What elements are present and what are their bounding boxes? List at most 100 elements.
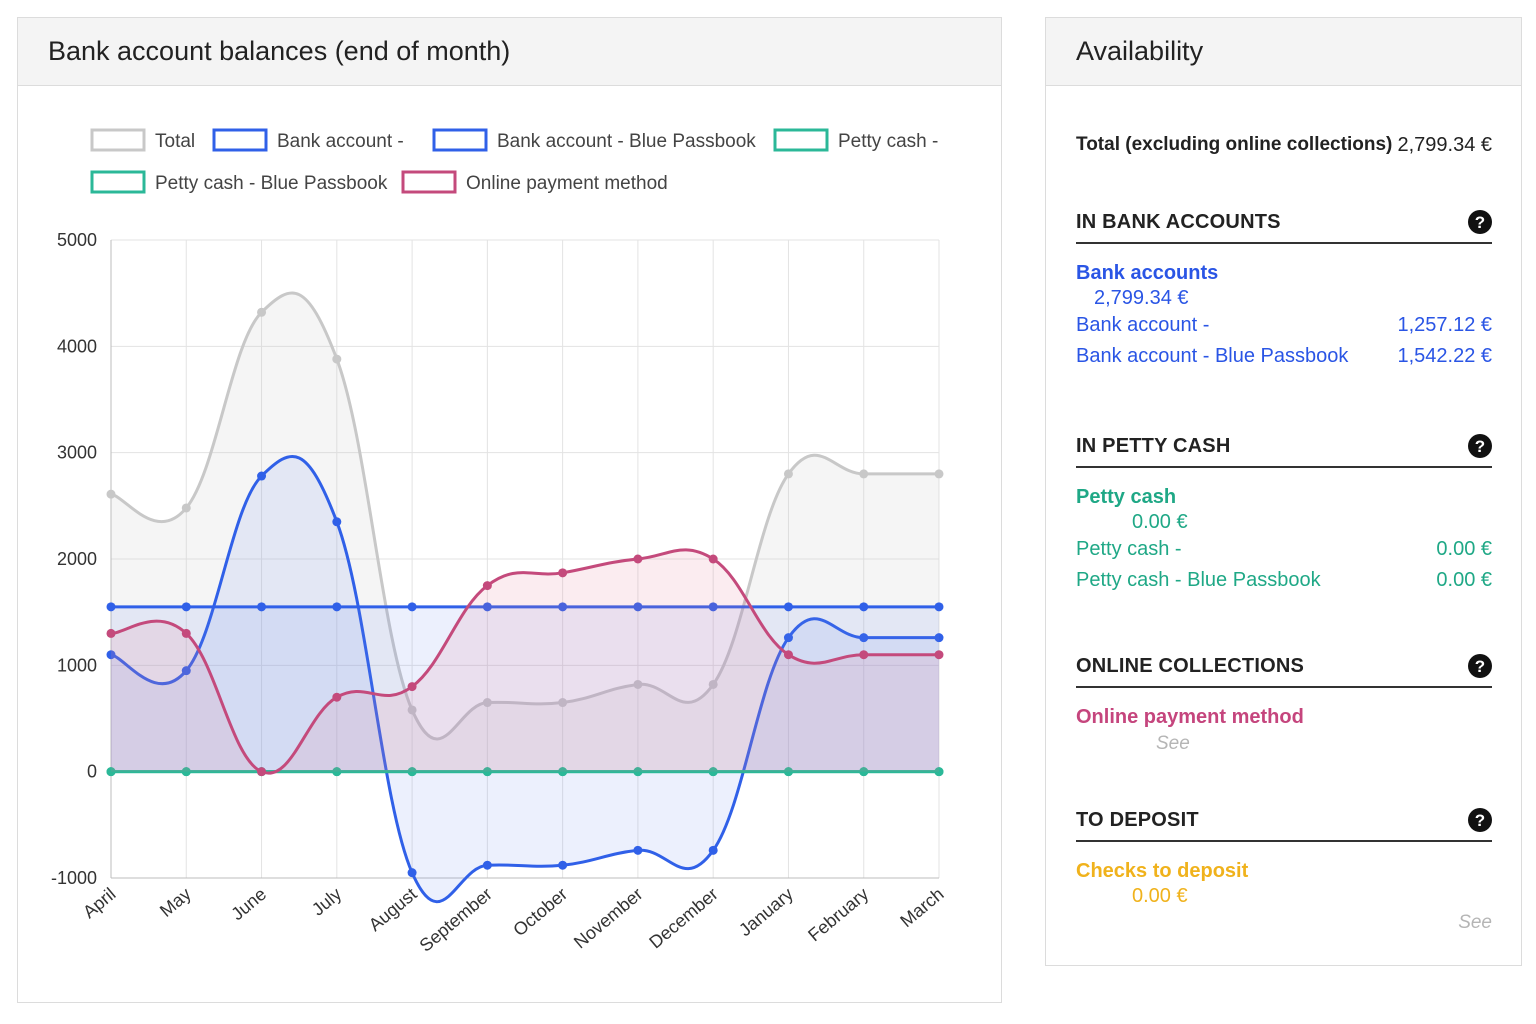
legend-label: Bank account -: [277, 131, 404, 152]
data-point-total: [407, 705, 417, 715]
data-point-bank-account-blue-passbook: [859, 602, 869, 612]
data-point-petty-cash-blue-passbook: [558, 767, 568, 777]
availability-panel: Availability Total (excluding online col…: [1045, 17, 1522, 966]
total-value: 2,799.34 €: [1397, 134, 1492, 156]
x-tick-label: March: [896, 884, 947, 931]
legend-swatch: [401, 170, 457, 194]
data-point-online-payment-method: [257, 767, 267, 777]
data-point-online-payment-method: [708, 554, 718, 564]
deposit-see-link[interactable]: See: [1458, 912, 1492, 933]
data-point-online-payment-method: [181, 628, 191, 638]
availability-header: Availability: [1046, 18, 1521, 86]
deposit-group-total: 0.00 €: [1132, 885, 1188, 907]
section-title-deposit: TO DEPOSIT: [1076, 808, 1199, 831]
data-point-total: [708, 679, 718, 689]
chart-panel-header: Bank account balances (end of month): [18, 18, 1001, 86]
help-circle-icon[interactable]: ?: [1468, 808, 1492, 832]
section-online-collections: ONLINE COLLECTIONS ? Online payment meth…: [1076, 648, 1492, 755]
data-point-total: [783, 469, 793, 479]
data-point-bank-account: [708, 845, 718, 855]
bank-row-label: Bank account -: [1076, 314, 1210, 336]
data-point-petty-cash-blue-passbook: [106, 767, 116, 777]
section-head-deposit: TO DEPOSIT ?: [1076, 802, 1492, 842]
x-tick-label: April: [79, 884, 119, 922]
legend-swatch: [212, 128, 268, 152]
series-area-bank-account-blue-passbook: [111, 606, 939, 772]
data-point-petty-cash-blue-passbook: [934, 767, 944, 777]
data-point-petty-cash-blue-passbook: [633, 767, 643, 777]
data-point-online-payment-method: [633, 554, 643, 564]
bank-row-label: Bank account - Blue Passbook: [1076, 345, 1349, 367]
data-point-bank-account-blue-passbook: [633, 602, 643, 612]
data-point-total: [332, 354, 342, 364]
data-point-total: [257, 307, 267, 317]
data-point-bank-account: [332, 517, 342, 527]
data-point-bank-account-blue-passbook: [708, 602, 718, 612]
deposit-group-title[interactable]: Checks to deposit: [1076, 860, 1249, 882]
data-point-petty-cash-blue-passbook: [783, 767, 793, 777]
x-tick-label: January: [735, 884, 797, 940]
y-tick-label: 3000: [57, 443, 97, 463]
data-point-bank-account-blue-passbook: [257, 602, 267, 612]
petty-row-value: 0.00 €: [1436, 538, 1492, 560]
help-circle-icon[interactable]: ?: [1468, 654, 1492, 678]
legend-swatch: [432, 128, 488, 152]
legend-swatch: [773, 128, 829, 152]
y-tick-label: 1000: [57, 655, 97, 675]
data-point-total: [181, 503, 191, 513]
data-point-bank-account-blue-passbook: [106, 602, 116, 612]
data-point-bank-account: [482, 860, 492, 870]
x-tick-label: June: [227, 884, 270, 924]
petty-row[interactable]: Petty cash - Blue Passbook 0.00 €: [1076, 569, 1492, 592]
total-label: Total (excluding online collections): [1076, 134, 1393, 155]
x-tick-label: November: [570, 884, 646, 953]
bank-row[interactable]: Bank account - Blue Passbook 1,542.22 €: [1076, 345, 1492, 368]
bank-row-value: 1,257.12 €: [1397, 314, 1492, 336]
section-to-deposit: TO DEPOSIT ? Checks to deposit 0.00 € Se…: [1076, 802, 1492, 934]
help-circle-icon[interactable]: ?: [1468, 210, 1492, 234]
bank-group-title[interactable]: Bank accounts: [1076, 262, 1219, 284]
data-point-online-payment-method: [407, 682, 417, 692]
data-point-bank-account-blue-passbook: [332, 602, 342, 612]
data-point-total: [106, 489, 116, 499]
section-bank-accounts: IN BANK ACCOUNTS ? Bank accounts 2,799.3…: [1076, 204, 1492, 368]
data-point-total: [482, 698, 492, 708]
y-tick-label: -1000: [51, 868, 97, 888]
data-point-online-payment-method: [482, 581, 492, 591]
legend-label: Petty cash - Blue Passbook: [155, 173, 388, 194]
chart-panel-title: Bank account balances (end of month): [48, 36, 511, 66]
legend-swatch: [90, 170, 146, 194]
section-head-petty: IN PETTY CASH ?: [1076, 428, 1492, 468]
bank-row-value: 1,542.22 €: [1397, 345, 1492, 367]
data-point-total: [859, 469, 869, 479]
section-head-bank: IN BANK ACCOUNTS ?: [1076, 204, 1492, 244]
data-point-online-payment-method: [106, 628, 116, 638]
data-point-online-payment-method: [859, 650, 869, 660]
petty-row[interactable]: Petty cash - 0.00 €: [1076, 538, 1492, 561]
data-point-petty-cash-blue-passbook: [482, 767, 492, 777]
data-point-petty-cash-blue-passbook: [859, 767, 869, 777]
data-point-total: [558, 698, 568, 708]
online-see-link[interactable]: See: [1156, 733, 1190, 754]
bank-row[interactable]: Bank account - 1,257.12 €: [1076, 314, 1492, 337]
section-head-online: ONLINE COLLECTIONS ?: [1076, 648, 1492, 688]
petty-row-label: Petty cash - Blue Passbook: [1076, 569, 1321, 591]
data-point-bank-account-blue-passbook: [407, 602, 417, 612]
data-point-bank-account-blue-passbook: [181, 602, 191, 612]
petty-group-total: 0.00 €: [1132, 511, 1188, 533]
section-petty-cash: IN PETTY CASH ? Petty cash 0.00 € Petty …: [1076, 428, 1492, 592]
help-circle-icon[interactable]: ?: [1468, 434, 1492, 458]
petty-row-label: Petty cash -: [1076, 538, 1182, 560]
data-point-bank-account: [859, 633, 869, 643]
legend-label: Bank account - Blue Passbook: [497, 131, 756, 152]
data-point-bank-account: [106, 650, 116, 660]
petty-group-title[interactable]: Petty cash: [1076, 486, 1177, 508]
x-tick-label: October: [509, 884, 571, 940]
data-point-bank-account-blue-passbook: [934, 602, 944, 612]
data-point-bank-account: [407, 868, 417, 878]
balances-chart-panel: Bank account balances (end of month) 500…: [17, 17, 1002, 1003]
online-group-title[interactable]: Online payment method: [1076, 706, 1304, 728]
y-tick-label: 4000: [57, 336, 97, 356]
data-point-total: [934, 469, 944, 479]
